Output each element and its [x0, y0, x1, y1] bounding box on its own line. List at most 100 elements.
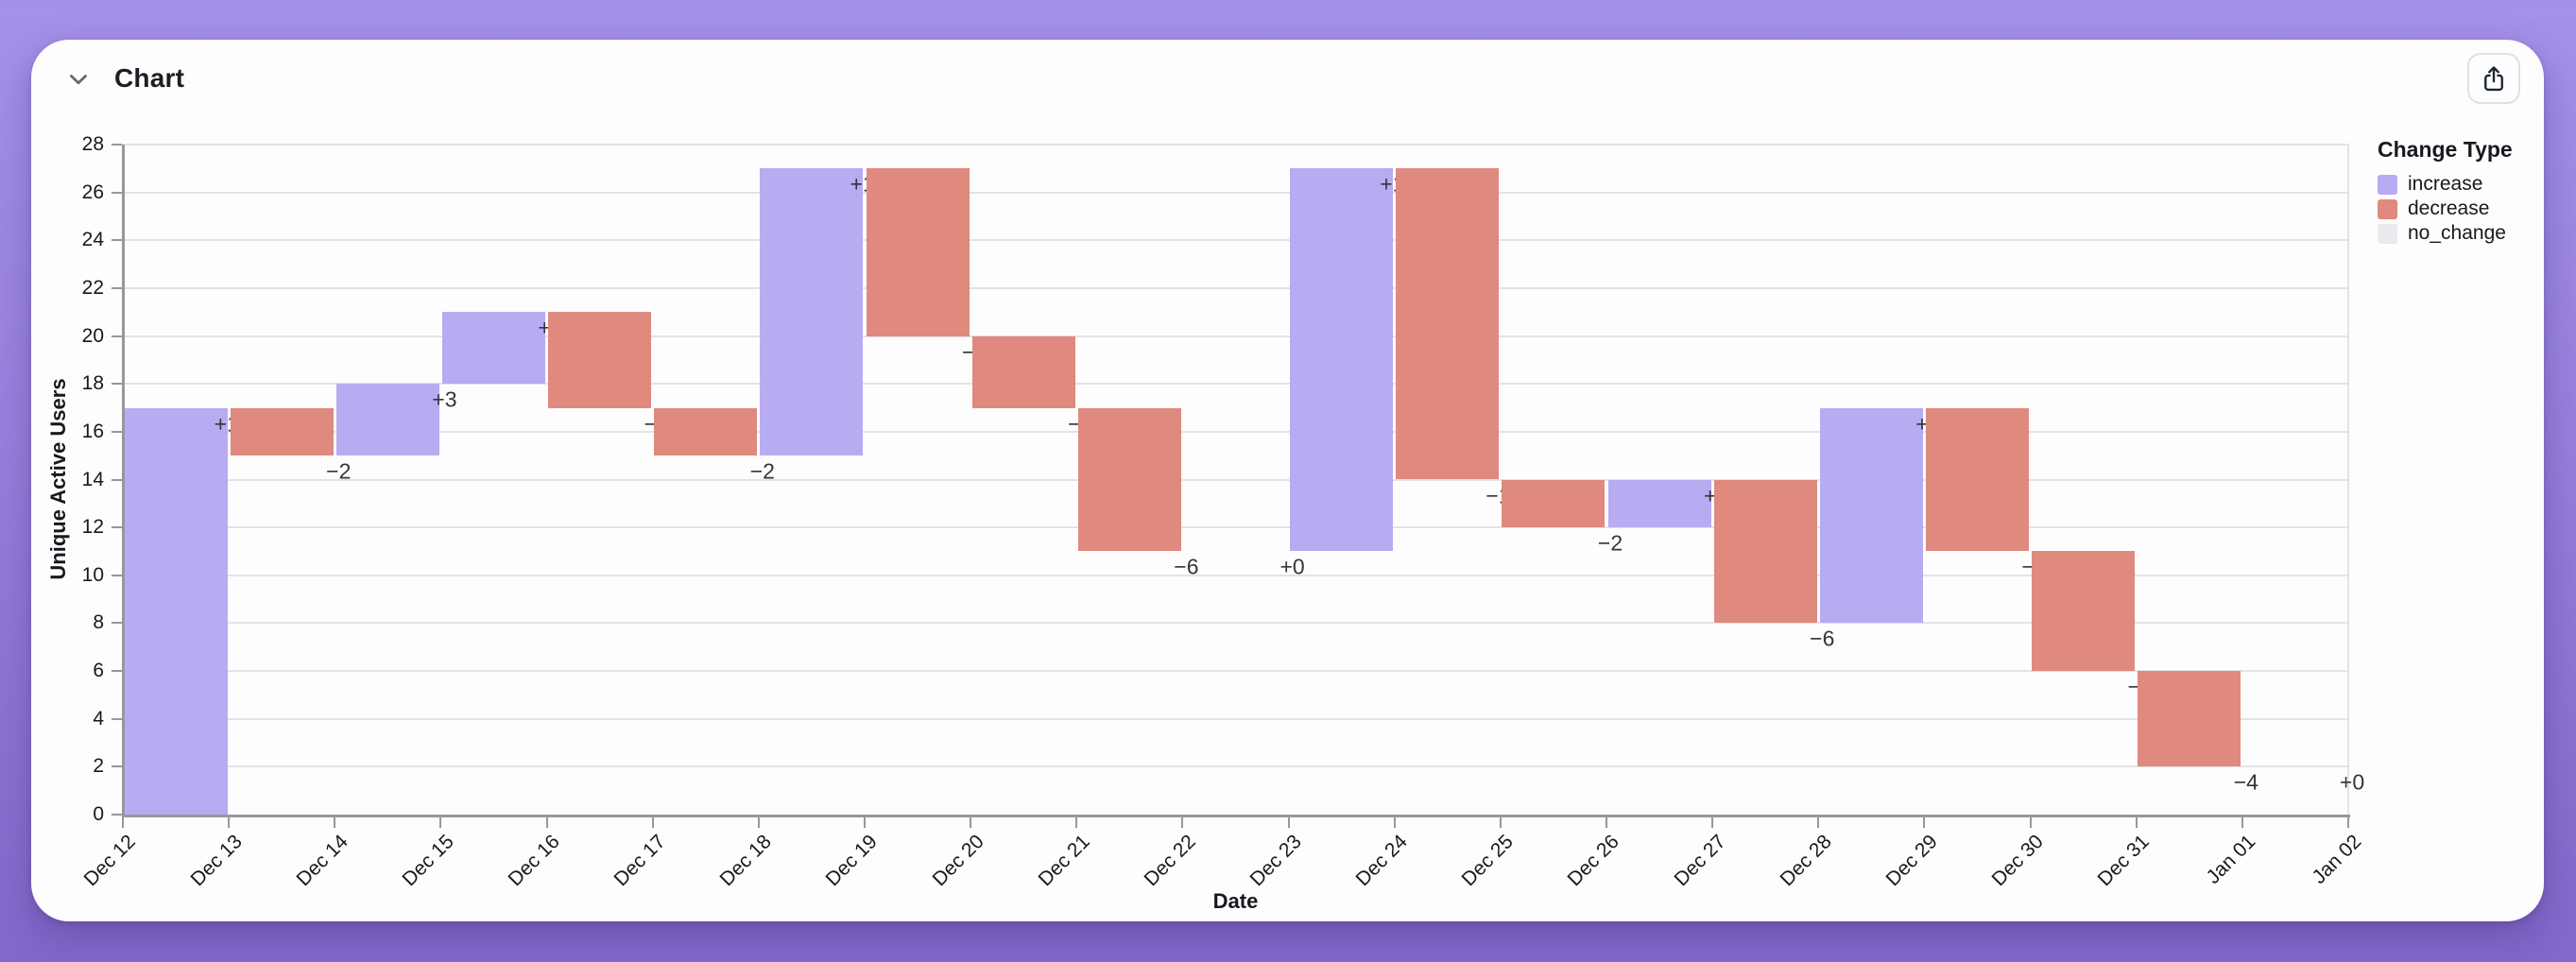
- y-tick-label: 8: [93, 611, 104, 634]
- x-tick-mark: [228, 817, 231, 828]
- x-tick-mark: [2347, 817, 2349, 828]
- waterfall-bar-dec-25[interactable]: [1502, 479, 1606, 528]
- x-axis-line: [122, 815, 2350, 817]
- waterfall-bar-dec-27[interactable]: [1713, 479, 1817, 624]
- plot-right-border: [2347, 145, 2349, 815]
- waterfall-bar-dec-19[interactable]: [866, 168, 970, 336]
- x-tick-label: Dec 19: [821, 831, 883, 891]
- bar-value-label: +0: [2339, 769, 2365, 795]
- waterfall-bar-dec-24[interactable]: [1396, 168, 1500, 480]
- x-tick-mark: [2241, 817, 2243, 828]
- x-tick-label: Dec 16: [504, 831, 564, 891]
- y-tick-mark: [112, 191, 122, 194]
- x-tick-label: Jan 02: [2308, 831, 2366, 888]
- y-tick-label: 14: [81, 468, 104, 490]
- x-tick-label: Dec 13: [186, 831, 247, 891]
- y-tick-label: 22: [81, 276, 104, 299]
- bar-value-label: −2: [1597, 530, 1623, 556]
- gridline: [123, 430, 2348, 433]
- y-tick-label: 26: [81, 180, 104, 203]
- y-tick-mark: [112, 430, 122, 433]
- y-tick-label: 20: [81, 324, 104, 347]
- x-tick-mark: [1817, 817, 1820, 828]
- waterfall-bar-dec-31[interactable]: [2138, 671, 2241, 767]
- waterfall-bar-dec-12[interactable]: [124, 407, 228, 815]
- gridline: [123, 478, 2348, 481]
- legend-item-label: no_change: [2408, 222, 2506, 244]
- x-tick-mark: [2029, 817, 2032, 828]
- x-tick-label: Dec 23: [1245, 831, 1306, 891]
- waterfall-bar-dec-17[interactable]: [654, 407, 758, 456]
- x-tick-label: Dec 25: [1457, 831, 1519, 891]
- x-tick-mark: [439, 817, 442, 828]
- waterfall-bar-dec-23[interactable]: [1290, 168, 1394, 552]
- gridline: [123, 239, 2348, 242]
- waterfall-bar-dec-15[interactable]: [441, 312, 546, 385]
- legend-item-no_change[interactable]: no_change: [2378, 221, 2576, 246]
- y-tick-mark: [112, 814, 122, 816]
- legend-item-increase[interactable]: increase: [2378, 172, 2576, 197]
- y-tick-label: 2: [93, 755, 104, 778]
- plot-area: Unique Active Users Date +17−2+3+3−4−2+1…: [46, 133, 2513, 913]
- x-tick-mark: [1181, 817, 1184, 828]
- waterfall-bar-dec-29[interactable]: [1925, 407, 2030, 552]
- chevron-down-icon: [64, 65, 93, 94]
- waterfall-bar-dec-20[interactable]: [971, 335, 1075, 408]
- x-tick-mark: [1923, 817, 1926, 828]
- y-tick-mark: [112, 335, 122, 337]
- chart-card: Chart Unique Active Users Date +17−2+3+3…: [31, 40, 2544, 921]
- x-tick-label: Dec 21: [1034, 831, 1094, 891]
- waterfall-bar-dec-13[interactable]: [230, 407, 334, 456]
- y-tick-label: 18: [81, 372, 104, 395]
- gridline: [123, 335, 2348, 337]
- waterfall-bar-dec-26[interactable]: [1607, 479, 1711, 528]
- y-tick-mark: [112, 526, 122, 529]
- waterfall-bar-dec-16[interactable]: [548, 312, 652, 408]
- y-tick-mark: [112, 574, 122, 576]
- waterfall-bar-dec-28[interactable]: [1819, 407, 1923, 624]
- y-tick-label: 24: [81, 229, 104, 251]
- gridline: [123, 144, 2348, 146]
- y-tick-mark: [112, 765, 122, 768]
- gridline: [123, 383, 2348, 386]
- y-axis-line: [122, 145, 125, 817]
- waterfall-bar-dec-18[interactable]: [760, 168, 864, 456]
- y-tick-mark: [112, 670, 122, 673]
- legend-swatch-decrease: [2378, 198, 2397, 219]
- gridline: [123, 191, 2348, 194]
- x-tick-label: Dec 31: [2093, 831, 2154, 891]
- y-tick-label: 12: [81, 516, 104, 539]
- x-tick-label: Jan 01: [2202, 831, 2260, 888]
- page-title: Chart: [114, 63, 185, 93]
- y-tick-mark: [112, 383, 122, 386]
- gridline: [123, 526, 2348, 529]
- waterfall-bar-dec-30[interactable]: [2032, 551, 2136, 672]
- share-button[interactable]: [2467, 53, 2520, 104]
- bar-value-label: −4: [2233, 769, 2258, 795]
- x-tick-label: Dec 30: [1987, 831, 2048, 891]
- bar-value-label: +0: [1279, 554, 1305, 579]
- x-tick-label: Dec 20: [928, 831, 988, 891]
- y-tick-mark: [112, 478, 122, 481]
- x-tick-mark: [864, 817, 866, 828]
- x-tick-label: Dec 26: [1563, 831, 1624, 891]
- x-tick-label: Dec 17: [610, 831, 670, 891]
- bar-value-label: −6: [1174, 554, 1199, 579]
- y-tick-label: 6: [93, 660, 104, 682]
- legend-item-decrease[interactable]: decrease: [2378, 197, 2576, 221]
- waterfall-bar-dec-21[interactable]: [1077, 407, 1181, 552]
- waterfall-bar-dec-14[interactable]: [335, 384, 439, 456]
- x-tick-mark: [1606, 817, 1607, 828]
- x-tick-mark: [545, 817, 548, 828]
- bar-value-label: −2: [326, 458, 352, 484]
- y-tick-label: 0: [93, 803, 104, 825]
- x-tick-mark: [1711, 817, 1714, 828]
- y-tick-mark: [112, 239, 122, 242]
- collapse-chart-button[interactable]: [63, 64, 94, 94]
- x-tick-label: Dec 14: [292, 831, 352, 891]
- gridline: [123, 765, 2348, 768]
- x-tick-mark: [1287, 817, 1290, 828]
- x-tick-mark: [2135, 817, 2138, 828]
- x-tick-mark: [651, 817, 654, 828]
- x-tick-mark: [1393, 817, 1396, 828]
